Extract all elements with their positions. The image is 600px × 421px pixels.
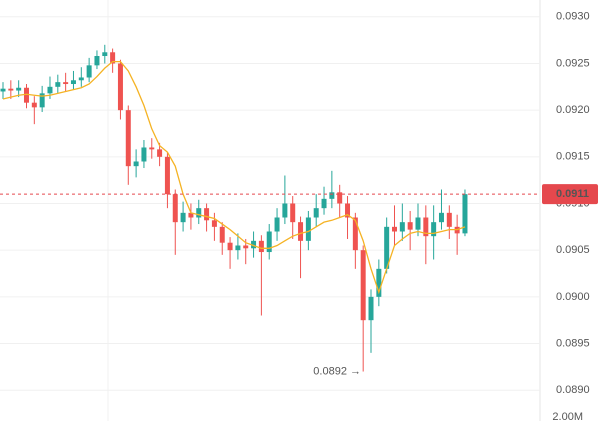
candle-body xyxy=(243,245,249,249)
candle-body xyxy=(16,87,22,91)
low-annotation: 0.0892 → xyxy=(313,365,361,377)
candle-body xyxy=(164,156,170,195)
candle-body xyxy=(329,192,335,199)
candle-body xyxy=(298,222,304,241)
last-price-box xyxy=(542,184,598,205)
candle-body xyxy=(290,203,296,223)
candle-body xyxy=(274,217,280,232)
candle-body xyxy=(188,212,194,218)
candle-body xyxy=(438,212,444,223)
y-tick-label: 0.0905 xyxy=(556,244,590,256)
y-tick-label: 0.0890 xyxy=(556,384,590,396)
candle-body xyxy=(399,222,405,232)
candle-body xyxy=(219,226,225,243)
candle-body xyxy=(462,194,468,234)
candle-body xyxy=(70,80,76,85)
candle-body xyxy=(258,240,264,253)
candle-body xyxy=(313,208,319,218)
candle-body xyxy=(23,87,29,103)
candle-body xyxy=(31,102,37,108)
y-tick-label: 0.0925 xyxy=(556,57,590,69)
candle-body xyxy=(47,86,53,94)
candle-body xyxy=(423,217,429,237)
candle-body xyxy=(102,52,108,57)
candle-body xyxy=(211,220,217,227)
candle-body xyxy=(133,161,139,167)
candle-body xyxy=(227,242,233,251)
candle-body xyxy=(110,52,116,64)
candle-body xyxy=(8,88,14,91)
candle-body xyxy=(407,222,413,230)
candle-body xyxy=(180,212,186,223)
candle-body xyxy=(446,212,452,227)
candle-body xyxy=(78,77,84,81)
candle-body xyxy=(86,65,92,78)
candle-body xyxy=(117,63,123,111)
candle-body xyxy=(384,226,390,269)
candle-body xyxy=(149,147,155,150)
candle-body xyxy=(157,149,163,157)
candle-body xyxy=(352,217,358,251)
candle-body xyxy=(345,203,351,218)
candle-body xyxy=(39,93,45,108)
candle-body xyxy=(235,245,241,251)
candle-body xyxy=(196,208,202,218)
moving-average-line xyxy=(2,60,466,295)
candle-body xyxy=(141,147,147,162)
candle-body xyxy=(360,250,366,321)
candle-body xyxy=(282,203,288,218)
candle-body xyxy=(321,198,327,209)
last-price-label: 0.0911 xyxy=(556,188,589,200)
candle-body xyxy=(266,231,272,253)
candle-body xyxy=(94,56,100,66)
candle-body xyxy=(415,217,421,230)
candle-body xyxy=(204,208,210,221)
y-tick-label: 0.0900 xyxy=(556,291,590,303)
candle-body xyxy=(376,268,382,297)
candle-body xyxy=(337,192,343,204)
candle-body xyxy=(368,296,374,321)
candle-body xyxy=(55,82,61,87)
candle-body xyxy=(0,88,6,92)
y-tick-label: 0.0915 xyxy=(556,151,590,163)
candle-body xyxy=(172,194,178,223)
y-tick-label: 0.0920 xyxy=(556,104,590,116)
candle-body xyxy=(251,240,257,249)
candle-body xyxy=(431,222,437,237)
volume-axis-label: 2.00M xyxy=(552,411,583,421)
y-tick-label: 0.0930 xyxy=(556,11,590,23)
y-tick-label: 0.0895 xyxy=(556,337,590,349)
candle-body xyxy=(63,82,69,85)
candle-body xyxy=(305,217,311,241)
candle-body xyxy=(125,110,131,167)
candle-body xyxy=(392,226,397,232)
